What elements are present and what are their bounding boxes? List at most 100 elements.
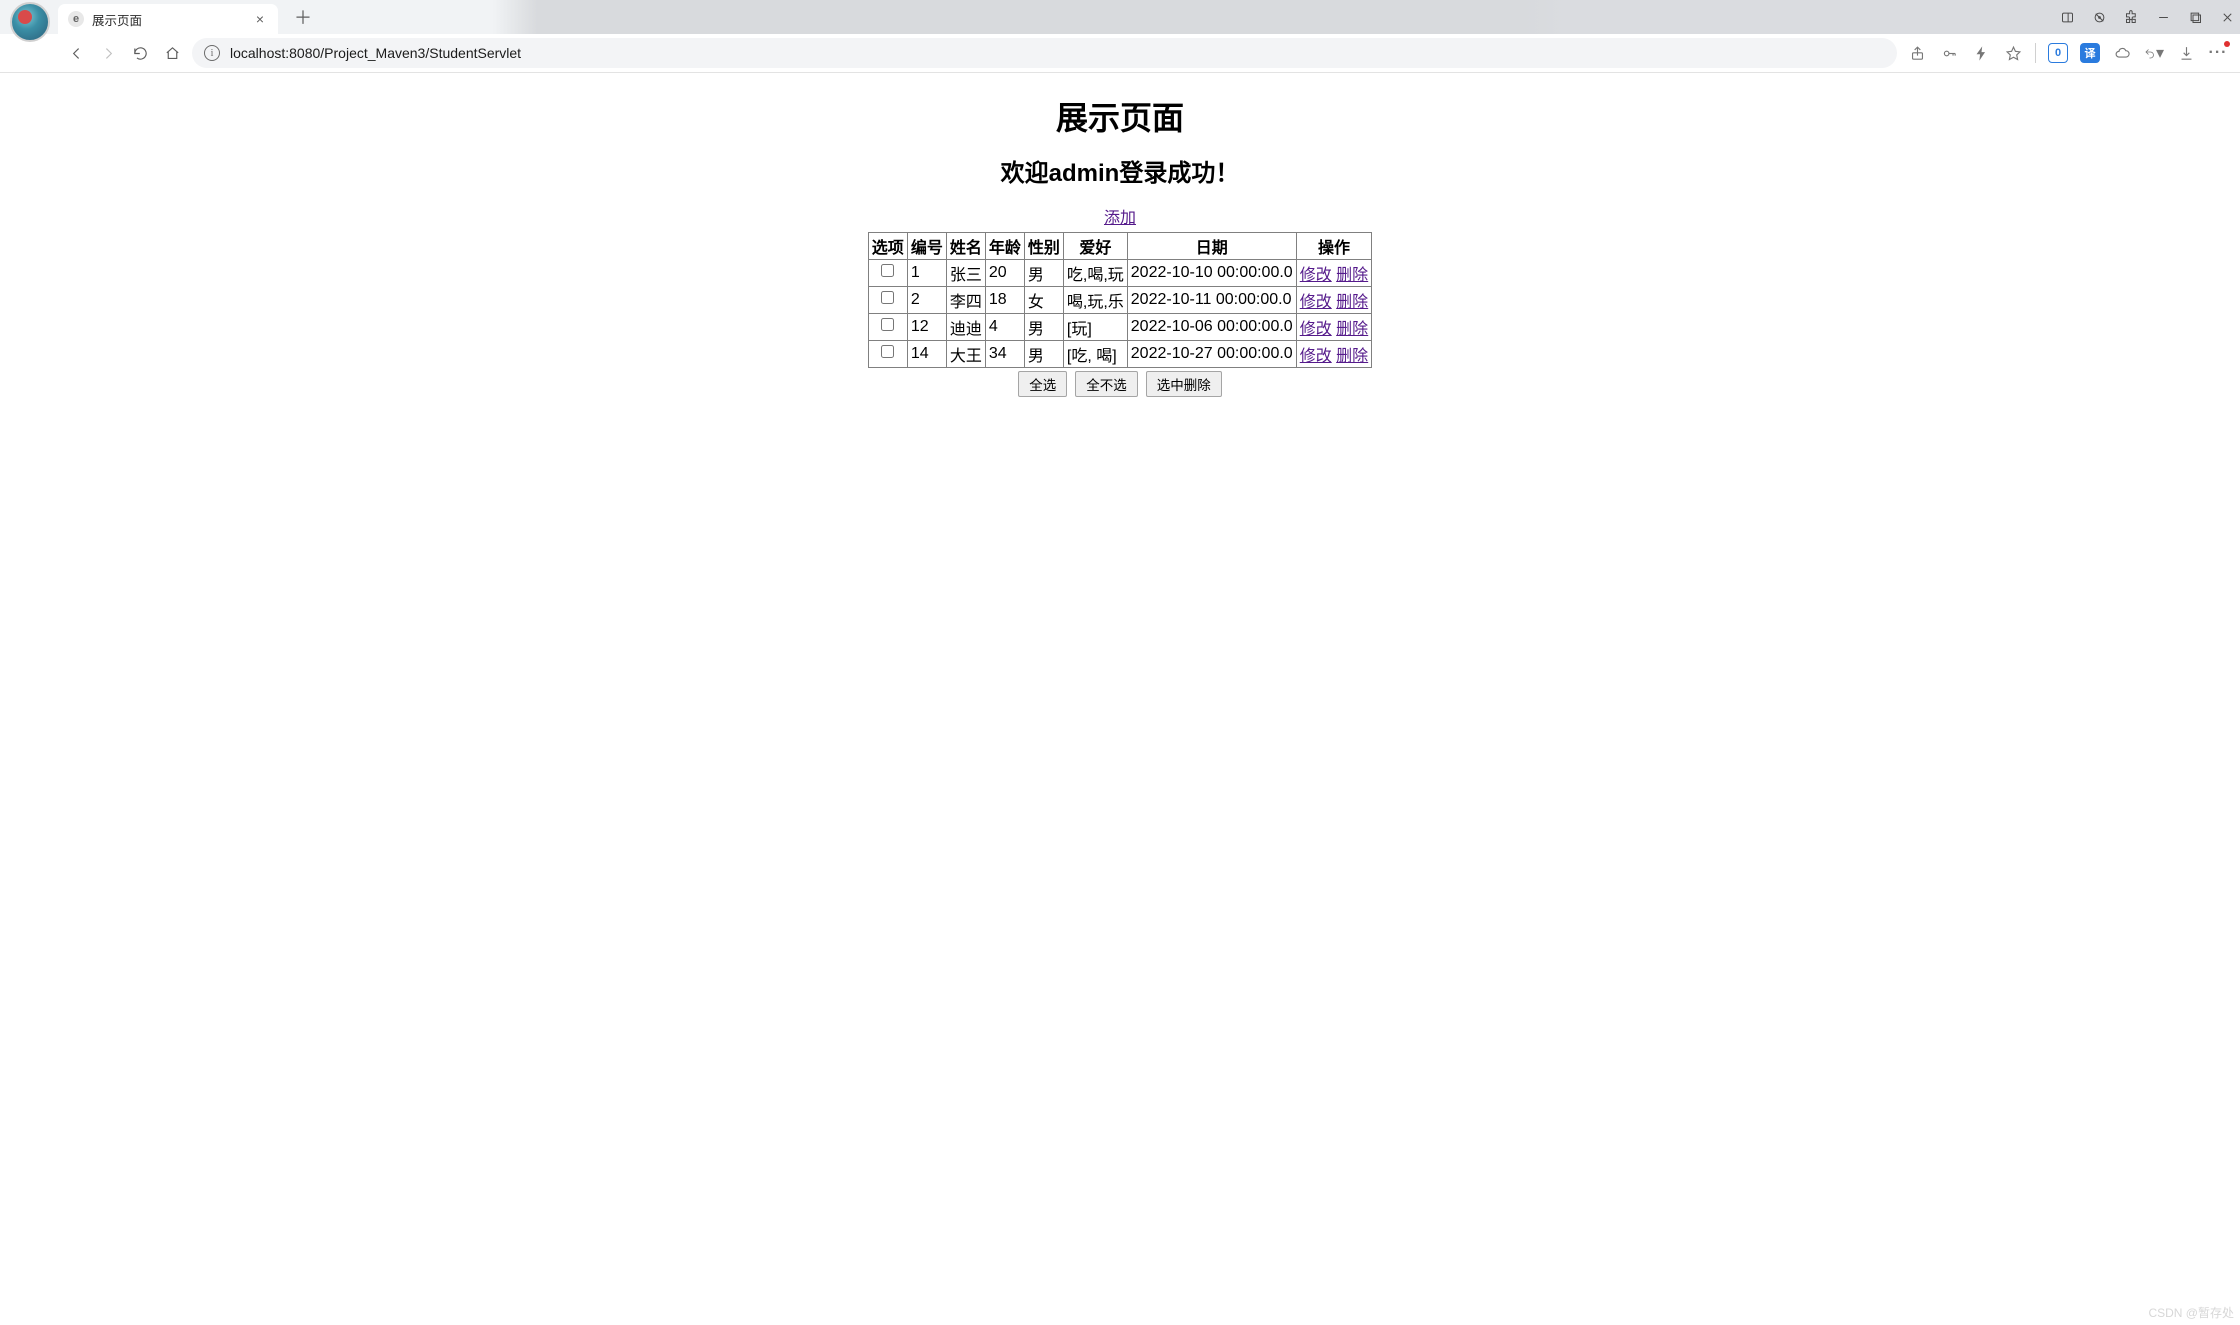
separator: [2035, 43, 2036, 63]
center-wrap: 添加 选项 编号 姓名 年龄 性别 爱好 日期 操作 1张三20男吃,喝,玩20…: [0, 204, 2240, 397]
cell-age: 20: [985, 260, 1024, 287]
deselect-all-button[interactable]: 全不选: [1075, 371, 1138, 397]
cloud-icon[interactable]: [2112, 43, 2132, 63]
table-row: 2李四18女喝,玩,乐2022-10-11 00:00:00.0修改 删除: [868, 287, 1371, 314]
key-icon[interactable]: [1939, 43, 1959, 63]
cell-hobby: 吃,喝,玩: [1063, 260, 1127, 287]
tab-bar: e 展示页面 × ＋: [0, 0, 2240, 34]
bolt-icon[interactable]: [1971, 43, 1991, 63]
col-hobby: 爱好: [1063, 233, 1127, 260]
browser-tab[interactable]: e 展示页面 ×: [58, 4, 278, 34]
watermark: CSDN @暂存处: [2148, 1304, 2234, 1321]
site-info-icon[interactable]: i: [204, 45, 220, 61]
notification-dot-icon: [2224, 41, 2230, 47]
cell-ops: 修改 删除: [1296, 341, 1371, 368]
more-icon[interactable]: ···: [2208, 43, 2228, 63]
window-controls: [2058, 2, 2236, 32]
star-icon[interactable]: [2003, 43, 2023, 63]
reload-icon[interactable]: [130, 43, 150, 63]
row-checkbox[interactable]: [881, 345, 894, 358]
cell-ops: 修改 删除: [1296, 314, 1371, 341]
tab-favicon-icon: e: [68, 11, 84, 27]
cell-gender: 男: [1024, 314, 1063, 341]
tab-title: 展示页面: [92, 10, 252, 29]
url-box[interactable]: i localhost:8080/Project_Maven3/StudentS…: [192, 38, 1897, 68]
cell-hobby: [吃, 喝]: [1063, 341, 1127, 368]
page-content: 展示页面 欢迎admin登录成功！ 添加 选项 编号 姓名 年龄 性别 爱好 日…: [0, 73, 2240, 397]
cell-id: 14: [907, 341, 946, 368]
panel-icon[interactable]: [2058, 8, 2076, 26]
col-ops: 操作: [1296, 233, 1371, 260]
vpn-icon[interactable]: [2090, 8, 2108, 26]
col-date: 日期: [1127, 233, 1296, 260]
nav-controls: [66, 43, 182, 63]
cell-age: 18: [985, 287, 1024, 314]
profile-avatar[interactable]: [10, 2, 50, 42]
address-bar: i localhost:8080/Project_Maven3/StudentS…: [0, 34, 2240, 72]
ext-badge-translate-icon[interactable]: 译: [2080, 43, 2100, 63]
add-link[interactable]: 添加: [1104, 204, 1136, 228]
cell-ops: 修改 删除: [1296, 287, 1371, 314]
edit-link[interactable]: 修改: [1300, 294, 1332, 311]
delete-selected-button[interactable]: 选中删除: [1146, 371, 1222, 397]
table-row: 1张三20男吃,喝,玩2022-10-10 00:00:00.0修改 删除: [868, 260, 1371, 287]
cell-name: 李四: [946, 287, 985, 314]
edit-link[interactable]: 修改: [1300, 321, 1332, 338]
cell-id: 2: [907, 287, 946, 314]
table-row: 12迪迪4男[玩]2022-10-06 00:00:00.0修改 删除: [868, 314, 1371, 341]
page-subtitle: 欢迎admin登录成功！: [0, 153, 2240, 188]
table-row: 14大王34男[吃, 喝]2022-10-27 00:00:00.0修改 删除: [868, 341, 1371, 368]
toolbar-right: 0 译 ▾ ···: [1907, 43, 2232, 63]
close-window-icon[interactable]: [2218, 8, 2236, 26]
cell-ops: 修改 删除: [1296, 260, 1371, 287]
cell-age: 4: [985, 314, 1024, 341]
delete-link[interactable]: 删除: [1336, 294, 1368, 311]
select-all-button[interactable]: 全选: [1018, 371, 1067, 397]
forward-icon: [98, 43, 118, 63]
cell-name: 大王: [946, 341, 985, 368]
download-icon[interactable]: [2176, 43, 2196, 63]
maximize-icon[interactable]: [2186, 8, 2204, 26]
row-checkbox[interactable]: [881, 318, 894, 331]
col-name: 姓名: [946, 233, 985, 260]
col-age: 年龄: [985, 233, 1024, 260]
url-text: localhost:8080/Project_Maven3/StudentSer…: [230, 45, 1885, 61]
cell-date: 2022-10-10 00:00:00.0: [1127, 260, 1296, 287]
close-tab-icon[interactable]: ×: [252, 11, 268, 27]
cell-name: 张三: [946, 260, 985, 287]
cell-id: 1: [907, 260, 946, 287]
new-tab-button[interactable]: ＋: [286, 4, 320, 30]
extensions-icon[interactable]: [2122, 8, 2140, 26]
page-title: 展示页面: [0, 93, 2240, 139]
row-checkbox[interactable]: [881, 264, 894, 277]
table-header-row: 选项 编号 姓名 年龄 性别 爱好 日期 操作: [868, 233, 1371, 260]
delete-link[interactable]: 删除: [1336, 321, 1368, 338]
cell-age: 34: [985, 341, 1024, 368]
cell-date: 2022-10-06 00:00:00.0: [1127, 314, 1296, 341]
cell-name: 迪迪: [946, 314, 985, 341]
col-gender: 性别: [1024, 233, 1063, 260]
student-table: 选项 编号 姓名 年龄 性别 爱好 日期 操作 1张三20男吃,喝,玩2022-…: [868, 232, 1372, 368]
edit-link[interactable]: 修改: [1300, 267, 1332, 284]
col-checkbox: 选项: [868, 233, 907, 260]
cell-id: 12: [907, 314, 946, 341]
button-row: 全选 全不选 选中删除: [1018, 371, 1222, 397]
cell-hobby: [玩]: [1063, 314, 1127, 341]
cell-date: 2022-10-27 00:00:00.0: [1127, 341, 1296, 368]
row-checkbox[interactable]: [881, 291, 894, 304]
share-icon[interactable]: [1907, 43, 1927, 63]
cell-gender: 男: [1024, 341, 1063, 368]
delete-link[interactable]: 删除: [1336, 267, 1368, 284]
delete-link[interactable]: 删除: [1336, 348, 1368, 365]
cell-gender: 女: [1024, 287, 1063, 314]
cell-gender: 男: [1024, 260, 1063, 287]
edit-link[interactable]: 修改: [1300, 348, 1332, 365]
table-body: 1张三20男吃,喝,玩2022-10-10 00:00:00.0修改 删除2李四…: [868, 260, 1371, 368]
home-icon[interactable]: [162, 43, 182, 63]
cell-date: 2022-10-11 00:00:00.0: [1127, 287, 1296, 314]
back-icon[interactable]: [66, 43, 86, 63]
browser-chrome: e 展示页面 × ＋: [0, 0, 2240, 73]
ext-badge-outline-icon[interactable]: 0: [2048, 43, 2068, 63]
undo-dropdown-icon[interactable]: ▾: [2144, 43, 2164, 63]
minimize-icon[interactable]: [2154, 8, 2172, 26]
